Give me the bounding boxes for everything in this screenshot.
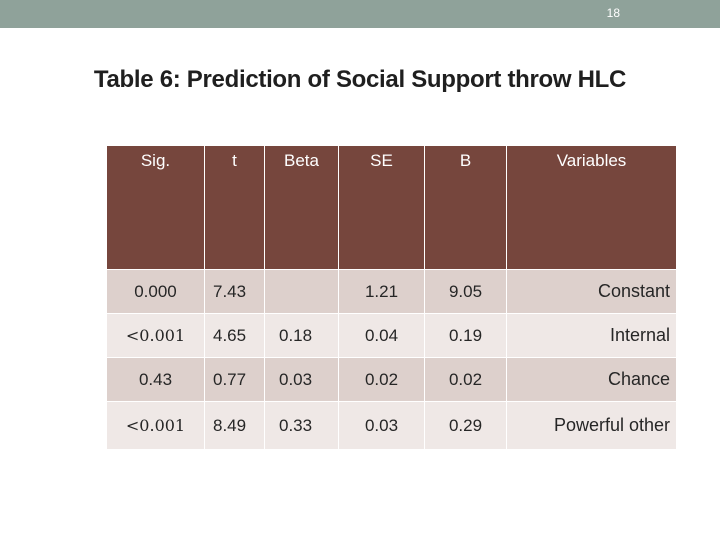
cell-beta: 0.03	[264, 357, 339, 402]
cell-b: 0.29	[424, 401, 507, 450]
cell-se: 0.02	[338, 357, 425, 402]
cell-beta: 0.33	[264, 401, 339, 450]
cell-beta: 0.18	[264, 313, 339, 358]
table-row: 0.43 0.77 0.03 0.02 0.02 Chance	[106, 357, 677, 402]
header-se: SE	[338, 145, 425, 270]
cell-se: 0.03	[338, 401, 425, 450]
slide-number: 18	[606, 6, 620, 20]
cell-t: 4.65	[204, 313, 265, 358]
table-row: <0.001 4.65 0.18 0.04 0.19 Internal	[106, 313, 677, 358]
table-header-row: Sig. t Beta SE B Variables	[106, 145, 677, 270]
header-sig: Sig.	[106, 145, 205, 270]
table-row: <0.001 8.49 0.33 0.03 0.29 Powerful othe…	[106, 401, 677, 450]
header-variables: Variables	[506, 145, 677, 270]
cell-se: 0.04	[338, 313, 425, 358]
table-row: 0.000 7.43 1.21 9.05 Constant	[106, 269, 677, 314]
cell-variable: Chance	[506, 357, 677, 402]
slide-header-bar: 18	[0, 0, 720, 28]
cell-b: 0.19	[424, 313, 507, 358]
cell-sig: <0.001	[106, 313, 205, 358]
cell-t: 7.43	[204, 269, 265, 314]
results-table: Sig. t Beta SE B Variables 0.000 7.43 1.…	[106, 145, 677, 450]
cell-sig: 0.000	[106, 269, 205, 314]
cell-t: 0.77	[204, 357, 265, 402]
cell-variable: Internal	[506, 313, 677, 358]
cell-variable: Constant	[506, 269, 677, 314]
cell-se: 1.21	[338, 269, 425, 314]
header-beta: Beta	[264, 145, 339, 270]
cell-t: 8.49	[204, 401, 265, 450]
cell-b: 0.02	[424, 357, 507, 402]
cell-b: 9.05	[424, 269, 507, 314]
header-b: B	[424, 145, 507, 270]
cell-beta	[264, 269, 339, 314]
cell-sig: <0.001	[106, 401, 205, 450]
header-t: t	[204, 145, 265, 270]
cell-sig: 0.43	[106, 357, 205, 402]
slide-title: Table 6: Prediction of Social Support th…	[93, 66, 627, 93]
cell-variable: Powerful other	[506, 401, 677, 450]
